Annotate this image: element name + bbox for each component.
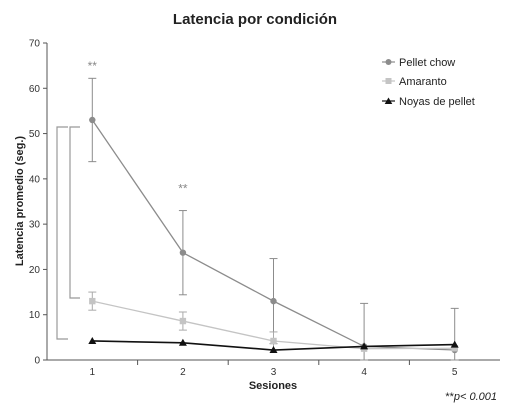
x-tick-label: 2 xyxy=(180,367,186,378)
data-point-triangle xyxy=(178,338,187,346)
legend-marker-triangle xyxy=(384,97,393,104)
y-tick-label: 40 xyxy=(29,174,41,185)
legend-item-amaranto: Amaranto xyxy=(382,76,447,88)
data-point-triangle xyxy=(450,340,459,348)
x-tick-label: 3 xyxy=(271,367,277,378)
data-point-triangle xyxy=(269,346,278,354)
plot-area: 0 10 20 30 40 50 60 70 1 2 3 4 5 ** ** xyxy=(29,39,500,378)
data-point-circle xyxy=(179,249,187,256)
y-tick-label: 30 xyxy=(29,220,41,231)
legend-item-noyas-de-pellet: Noyas de pellet xyxy=(382,96,475,108)
legend-label-amaranto: Amaranto xyxy=(399,76,447,88)
legend-label-pellet-chow: Pellet chow xyxy=(399,57,455,69)
significance-brackets xyxy=(56,126,80,340)
data-point-triangle xyxy=(88,336,97,344)
data-point-circle xyxy=(270,297,277,305)
significance-marker: ** xyxy=(178,181,188,195)
y-tick-label: 60 xyxy=(29,84,41,95)
data-point-square xyxy=(179,317,187,325)
data-point-square xyxy=(89,297,96,305)
x-tick-label: 4 xyxy=(361,367,367,378)
y-tick-label: 0 xyxy=(34,356,40,367)
x-axis-title: Sesiones xyxy=(249,380,297,392)
x-tick-label: 5 xyxy=(452,367,458,378)
legend-label-noyas-de-pellet: Noyas de pellet xyxy=(399,96,475,108)
data-point-triangle xyxy=(360,342,369,350)
y-tick-label: 10 xyxy=(29,310,41,321)
x-tick-label: 1 xyxy=(90,367,96,378)
footnote: **p< 0.001 xyxy=(445,391,497,403)
data-point-circle xyxy=(89,116,96,124)
footnote-stars: ** xyxy=(445,391,454,403)
y-axis-title: Latencia promedio (seg.) xyxy=(14,136,26,267)
data-point-square xyxy=(270,337,277,345)
y-tick-label: 50 xyxy=(29,129,41,140)
bracket-inner xyxy=(69,126,80,299)
chart-title: Latencia por condición xyxy=(173,11,337,28)
legend: Pellet chow Amaranto Noyas de pellet xyxy=(382,57,475,108)
legend-item-pellet-chow: Pellet chow xyxy=(382,57,455,69)
footnote-text: p< 0.001 xyxy=(453,391,497,403)
bracket-outer xyxy=(56,126,68,340)
legend-marker-square xyxy=(385,78,392,84)
legend-marker-circle xyxy=(385,59,392,65)
significance-marker: ** xyxy=(88,59,98,73)
y-tick-label: 70 xyxy=(29,39,41,50)
y-tick-label: 20 xyxy=(29,265,41,276)
data-point-square xyxy=(451,345,458,352)
